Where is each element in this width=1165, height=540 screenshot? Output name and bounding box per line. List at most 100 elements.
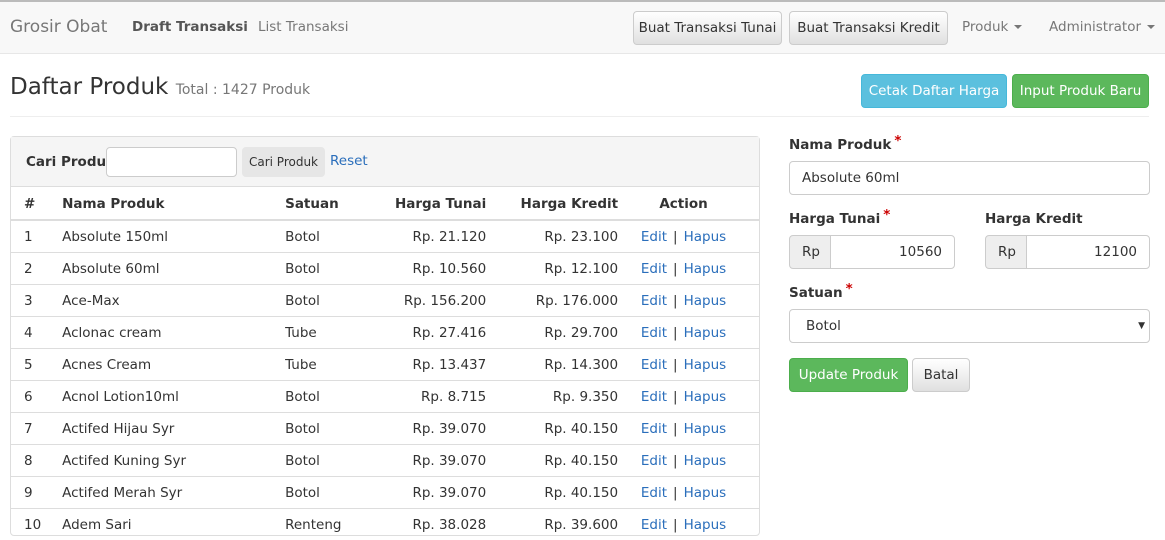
action-cell: Edit | Hapus bbox=[618, 445, 759, 477]
nav-link[interactable]: Draft Transaksi bbox=[132, 19, 248, 35]
cell: Rp. 40.150 bbox=[486, 445, 618, 477]
cell: Rp. 39.070 bbox=[381, 477, 486, 509]
separator: | bbox=[673, 389, 678, 405]
delete-link[interactable]: Hapus bbox=[684, 421, 727, 437]
cell: Rp. 27.416 bbox=[381, 317, 486, 349]
cell: 8 bbox=[11, 445, 62, 477]
edit-link[interactable]: Edit bbox=[641, 261, 667, 277]
action-cell: Edit | Hapus bbox=[618, 413, 759, 445]
edit-link[interactable]: Edit bbox=[641, 229, 667, 245]
separator: | bbox=[673, 517, 678, 533]
cell: Actifed Kuning Syr bbox=[62, 445, 285, 477]
delete-link[interactable]: Hapus bbox=[684, 517, 727, 533]
edit-link[interactable]: Edit bbox=[641, 325, 667, 341]
cell: Rp. 40.150 bbox=[486, 477, 618, 509]
brand[interactable]: Grosir Obat bbox=[10, 17, 107, 37]
cell: Absolute 150ml bbox=[62, 220, 285, 253]
separator: | bbox=[673, 293, 678, 309]
form-label: Harga Tunai* bbox=[789, 211, 890, 227]
cell: 1 bbox=[11, 220, 62, 253]
cell: Botol bbox=[285, 381, 381, 413]
nav-link[interactable]: List Transaksi bbox=[258, 19, 348, 35]
separator: | bbox=[673, 357, 678, 373]
label-text: Nama Produk bbox=[789, 137, 891, 153]
search-button[interactable]: Cari Produk bbox=[242, 147, 325, 177]
edit-link[interactable]: Edit bbox=[641, 293, 667, 309]
select-value: Botol bbox=[806, 318, 841, 334]
cell: Botol bbox=[285, 445, 381, 477]
separator: | bbox=[673, 453, 678, 469]
name-input[interactable]: Absolute 60ml bbox=[789, 161, 1150, 195]
cell: Renteng bbox=[285, 509, 381, 540]
update-button[interactable]: Update Produk bbox=[789, 358, 908, 392]
subtitle: Total : 1427 Produk bbox=[176, 82, 310, 98]
cell: Rp. 21.120 bbox=[381, 220, 486, 253]
cell: Ace-Max bbox=[62, 285, 285, 317]
edit-link[interactable]: Edit bbox=[641, 485, 667, 501]
print-button[interactable]: Cetak Daftar Harga bbox=[861, 74, 1007, 108]
separator: | bbox=[673, 421, 678, 437]
action-cell: Edit | Hapus bbox=[618, 349, 759, 381]
cell: Rp. 39.600 bbox=[486, 509, 618, 540]
nav-button[interactable]: Buat Transaksi Kredit bbox=[789, 11, 948, 45]
delete-link[interactable]: Hapus bbox=[684, 261, 727, 277]
separator: | bbox=[673, 261, 678, 277]
required-mark: * bbox=[894, 133, 901, 149]
delete-link[interactable]: Hapus bbox=[684, 485, 727, 501]
action-cell: Edit|Hapus bbox=[618, 317, 759, 349]
cell: 3 bbox=[11, 285, 62, 317]
cell: Botol bbox=[285, 220, 381, 253]
delete-link[interactable]: Hapus bbox=[684, 453, 727, 469]
label-text: Harga Tunai bbox=[789, 211, 880, 227]
action-cell: Edit | Hapus bbox=[618, 381, 759, 413]
edit-link[interactable]: Edit bbox=[641, 517, 667, 533]
delete-link[interactable]: Hapus bbox=[684, 357, 727, 373]
cancel-button[interactable]: Batal bbox=[912, 358, 970, 392]
unit-select[interactable]: Botol ▼ bbox=[789, 309, 1150, 343]
action-cell: Edit | Hapus bbox=[618, 509, 759, 540]
nav-dropdown[interactable]: Produk bbox=[962, 19, 1022, 35]
cash-price-input[interactable]: 10560 bbox=[830, 235, 955, 269]
cell: Botol bbox=[285, 253, 381, 285]
input-addon: Rp bbox=[985, 235, 1027, 269]
cell: Acnes Cream bbox=[62, 349, 285, 381]
cell: 2 bbox=[11, 253, 62, 285]
action-cell: Edit | Hapus bbox=[618, 477, 759, 509]
edit-link[interactable]: Edit bbox=[641, 453, 667, 469]
cell: Rp. 29.700 bbox=[486, 317, 618, 349]
delete-link[interactable]: Hapus bbox=[684, 389, 727, 405]
nav-button[interactable]: Buat Transaksi Tunai bbox=[633, 11, 782, 45]
add-button[interactable]: Input Produk Baru bbox=[1012, 74, 1149, 108]
edit-link[interactable]: Edit bbox=[641, 389, 667, 405]
credit-price-input[interactable]: 12100 bbox=[1026, 235, 1150, 269]
cell: 6 bbox=[11, 381, 62, 413]
required-mark: * bbox=[846, 281, 853, 297]
column-header: Action bbox=[618, 188, 759, 220]
action-cell: Edit | Hapus bbox=[618, 285, 759, 317]
action-cell: Edit|Hapus bbox=[618, 220, 759, 253]
reset-link[interactable]: Reset bbox=[330, 153, 368, 169]
cell: Rp. 14.300 bbox=[486, 349, 618, 381]
delete-link[interactable]: Hapus bbox=[684, 293, 727, 309]
search-input[interactable] bbox=[106, 147, 237, 177]
cell: Rp. 13.437 bbox=[381, 349, 486, 381]
separator: | bbox=[673, 485, 678, 501]
cell: Rp. 39.070 bbox=[381, 413, 486, 445]
edit-link[interactable]: Edit bbox=[641, 421, 667, 437]
delete-link[interactable]: Hapus bbox=[684, 325, 727, 341]
select-arrow: ▼ bbox=[1138, 321, 1145, 331]
cell: Rp. 12.100 bbox=[486, 253, 618, 285]
edit-link[interactable]: Edit bbox=[641, 357, 667, 373]
cell: Rp. 156.200 bbox=[381, 285, 486, 317]
nav-dropdown[interactable]: Administrator bbox=[1049, 19, 1155, 35]
delete-link[interactable]: Hapus bbox=[684, 229, 727, 245]
cell: Botol bbox=[285, 477, 381, 509]
required-mark: * bbox=[883, 207, 890, 223]
